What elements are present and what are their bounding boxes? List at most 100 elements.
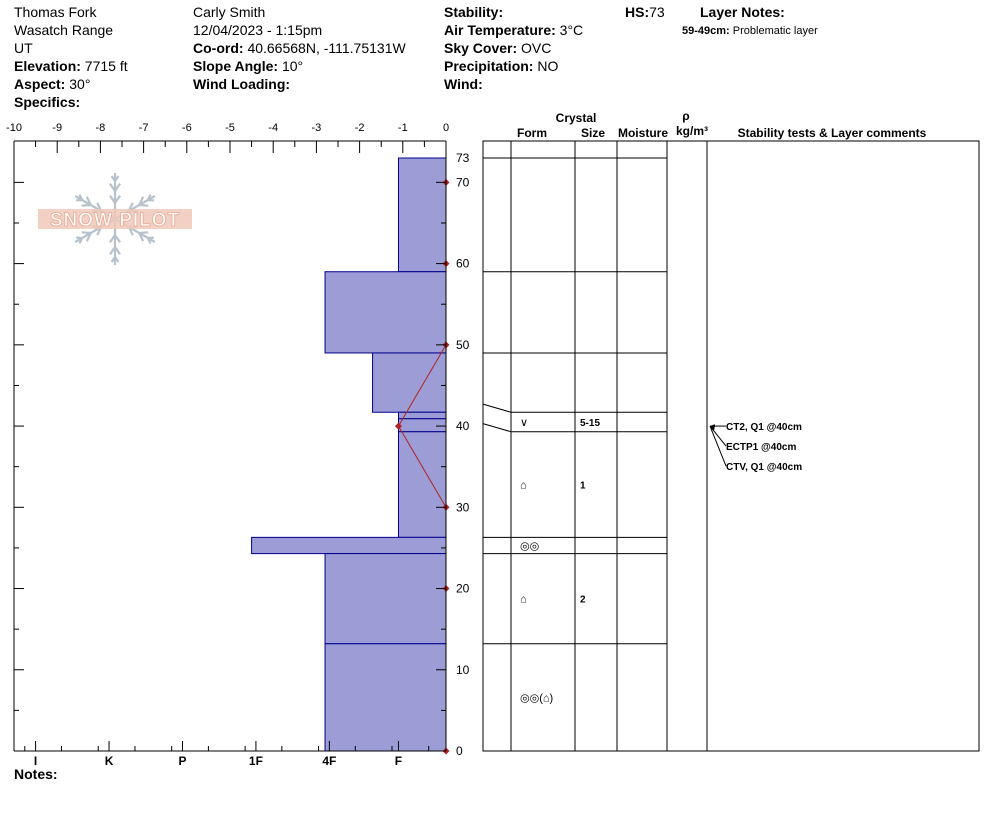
logo-band: [38, 209, 192, 229]
x-tick-label: 0: [443, 122, 449, 134]
flake-branch: [81, 231, 91, 235]
flake-branch: [109, 194, 116, 204]
stability-test-label: CT2, Q1 @40cm: [726, 422, 802, 433]
x-tick-label: -3: [312, 122, 322, 134]
layer-notes-title: Layer Notes:: [700, 3, 785, 21]
grain-form: ◎◎(⌂): [520, 692, 553, 704]
depth-tick-label: 10: [456, 663, 470, 677]
specifics: Specifics:: [14, 93, 128, 111]
hardness-layers: [251, 157, 447, 752]
hardness-layer-bar: [324, 271, 447, 354]
flake-branch: [109, 182, 116, 192]
x-tick-label: -5: [225, 122, 235, 134]
precip-value: NO: [537, 58, 559, 74]
grain-size: 1: [580, 481, 586, 492]
header-weather-block: Stability: Air Temperature: 3°C Sky Cove…: [444, 3, 583, 93]
col-moisture: Moisture: [618, 126, 668, 140]
flake-branch: [114, 182, 121, 192]
slope-label: Slope Angle:: [193, 58, 279, 74]
depth-tick-label: 50: [456, 338, 470, 352]
stability-leader: [709, 425, 727, 447]
aspect-label: Aspect:: [14, 76, 66, 92]
x-tick-label: -7: [139, 122, 149, 134]
depth-tick-label: 73: [456, 151, 470, 165]
flake-branch: [81, 203, 91, 207]
flake-branch: [114, 234, 121, 244]
coord-value: 40.66568N, -111.75131W: [247, 40, 406, 56]
stratigraphy-table: Crystal Form Size Moisture ρ kg/m³ Stabi…: [482, 109, 980, 752]
snow-height: HS:73: [625, 3, 665, 21]
grain-size: 5-15: [580, 418, 600, 429]
chart-axes: -10 -9 -8 -7 -6 -5 -4 -3 -2 -1 0I K P 1F 4F F0102030405…: [6, 122, 470, 768]
notes: Notes:: [14, 765, 58, 783]
hardness-layer-bar: [397, 418, 447, 433]
stability-leader: [709, 425, 727, 467]
hardness-layer-bar: [251, 536, 447, 555]
slope-value: 10°: [281, 58, 304, 74]
layer-connector: [482, 403, 512, 413]
air-temp-label: Air Temperature:: [444, 22, 556, 38]
elevation-value: 7715 ft: [84, 58, 128, 74]
wind-loading: Wind Loading:: [193, 75, 406, 93]
stability: Stability:: [444, 3, 583, 21]
snowpilot-logo: SNOW PILOT: [38, 173, 192, 265]
col-density: kg/m³: [676, 124, 708, 138]
grain-form: ◎◎: [520, 540, 539, 552]
precip-label: Precipitation:: [444, 58, 534, 74]
flake-branch: [138, 232, 145, 242]
flake-branch: [138, 196, 145, 206]
elevation: Elevation: 7715 ft: [14, 57, 128, 75]
x-tick-label: -10: [6, 122, 22, 134]
wind-label: Wind:: [444, 76, 483, 92]
observer: Carly Smith: [193, 4, 266, 20]
hardness-label: K: [105, 754, 114, 768]
stability-arrow-icon: [710, 425, 715, 431]
col-stability: Stability tests & Layer comments: [738, 126, 927, 140]
air-temp-value: 3°C: [559, 22, 584, 38]
flake-branch: [109, 234, 116, 244]
aspect: Aspect: 30°: [14, 75, 128, 93]
x-tick-label: -4: [268, 122, 278, 134]
flake-branch: [85, 196, 92, 206]
wind-loading-label: Wind Loading:: [193, 76, 291, 92]
x-tick-label: -2: [355, 122, 365, 134]
depth-tick-label: 0: [456, 744, 463, 758]
layer-note: 59-49cm: Problematic layer: [682, 22, 818, 40]
flake-branch: [114, 194, 121, 204]
col-rho: ρ: [682, 109, 689, 123]
stability-test-label: CTV, Q1 @40cm: [726, 462, 802, 473]
x-tick-label: -1: [398, 122, 408, 134]
precipitation: Precipitation: NO: [444, 57, 583, 75]
grain-size: 2: [580, 595, 586, 606]
hardness-layer-bar: [397, 157, 447, 273]
hardness-layer-bar: [324, 643, 447, 752]
flake-branch: [78, 194, 84, 201]
grain-form: ⌂: [520, 594, 527, 606]
location: Thomas Fork: [14, 4, 97, 20]
hardness-label: F: [395, 754, 402, 768]
x-tick-label: -9: [52, 122, 62, 134]
hardness-layer-bar: [397, 431, 447, 538]
stability-label: Stability:: [444, 4, 504, 20]
table-frame: [482, 140, 980, 752]
date-time: 12/04/2023 - 1:15pm: [193, 22, 323, 38]
sky-value: OVC: [521, 40, 552, 56]
flake-branch: [139, 203, 149, 207]
header-observer-block: Carly Smith 12/04/2023 - 1:15pm Co-ord: …: [193, 3, 406, 93]
col-size: Size: [581, 126, 605, 140]
flake-branch: [139, 231, 149, 235]
stability-test-label: ECTP1 @40cm: [726, 442, 796, 453]
hs-label: HS:: [625, 4, 650, 20]
layer-connector: [482, 423, 512, 433]
flake-branch: [146, 237, 152, 244]
hardness-label: P: [178, 754, 186, 768]
flake-branch: [114, 246, 121, 256]
logo-text: SNOW PILOT: [50, 210, 180, 231]
layer-notes-label: Layer Notes:: [700, 4, 785, 20]
notes-label: Notes:: [14, 766, 58, 782]
hardness-layer-bar: [324, 553, 447, 645]
hardness-layer-bar: [372, 352, 447, 413]
col-form: Form: [517, 126, 547, 140]
flake-branch: [85, 232, 92, 242]
